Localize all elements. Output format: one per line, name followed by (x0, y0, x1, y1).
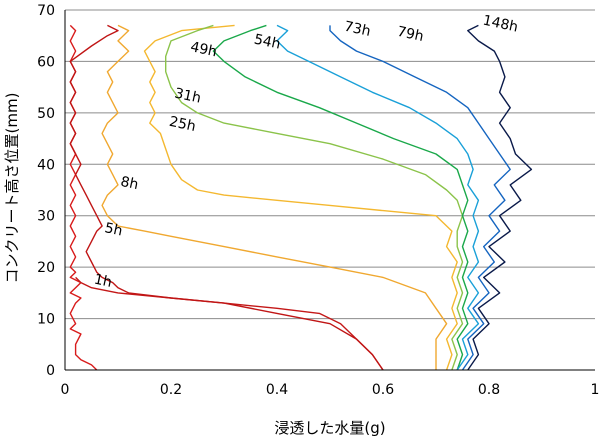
series-labels: 1h 5h 8h 25h 31h 49h 54h 73h 79h 148h (93, 13, 520, 291)
y-tick-label: 0 (46, 363, 55, 379)
series-line-8h (69, 24, 384, 371)
y-tick-label: 50 (37, 106, 55, 122)
x-tick-label: 1 (591, 382, 599, 398)
series-label-49h: 49h (189, 39, 218, 60)
y-tick-label: 60 (37, 54, 55, 70)
grid (65, 9, 595, 320)
y-tick-label: 40 (37, 157, 55, 173)
series-line-148h (467, 24, 533, 371)
series-label-25h: 25h (168, 114, 197, 135)
x-tick-label: 0 (61, 382, 70, 398)
series-line-54h (212, 24, 469, 371)
y-tick-label: 70 (37, 3, 55, 19)
series-label-1h: 1h (93, 272, 114, 291)
x-tick-label: 0.2 (160, 382, 182, 398)
x-tick-label: 0.4 (266, 382, 288, 398)
x-tick-label: 0.6 (372, 382, 394, 398)
x-tick-label: 0.8 (478, 382, 500, 398)
series-label-54h: 54h (253, 31, 282, 52)
series-label-79h: 79h (396, 24, 425, 45)
y-tick-label: 10 (37, 312, 55, 328)
axes (64, 10, 595, 371)
series-label-8h: 8h (119, 174, 140, 193)
y-axis-title: コンクリート高さ位置(mm) (3, 93, 21, 284)
series-label-148h: 148h (481, 13, 519, 36)
series-label-73h: 73h (343, 19, 372, 40)
series-line-49h (165, 24, 464, 371)
series-lines (69, 24, 533, 371)
series-line-31h (143, 24, 458, 371)
series-line-25h (101, 24, 448, 370)
series-line-5h (75, 276, 384, 371)
series-label-31h: 31h (173, 85, 202, 106)
y-tick-label: 20 (37, 260, 55, 276)
x-axis-title: 浸透した水量(g) (274, 419, 385, 437)
series-label-5h: 5h (103, 220, 124, 239)
series-line-73h (276, 24, 480, 371)
y-tick-label: 30 (37, 209, 55, 225)
series-line-79h (329, 25, 511, 371)
